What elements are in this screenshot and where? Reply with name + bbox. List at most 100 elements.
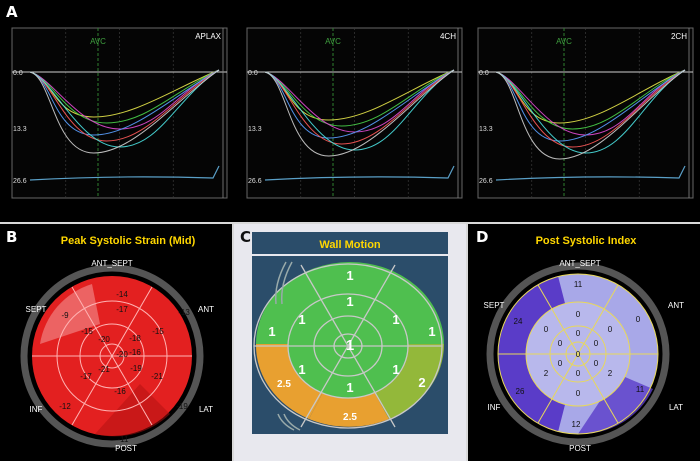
- strain-value: -9: [61, 311, 69, 320]
- psi-label-ant: ANT: [668, 301, 684, 310]
- strain-value: -21: [151, 372, 163, 381]
- strain-curve: [29, 69, 220, 148]
- psi-value: 0: [636, 315, 641, 324]
- view-label: 4CH: [440, 32, 456, 41]
- psi-value: 0: [558, 339, 563, 348]
- strain-curve: [495, 69, 686, 154]
- y-tick-label: 26.6: [13, 178, 27, 185]
- strain-curves-plots: AVC APLAX 0.0 13.3 26.6 AVC 4CH 0.0 13.3 26.6 AVC 2…: [11, 27, 694, 199]
- wm-score: 1: [346, 294, 353, 309]
- bullseye-outer-ring: [20, 264, 204, 448]
- wm-score: 1: [392, 312, 399, 327]
- wm-curve-marks-bottom: [277, 413, 301, 431]
- psi-value: 11: [636, 385, 645, 394]
- panel-a-letter: A: [6, 3, 18, 21]
- label-ant-sept: ANT_SEPT: [91, 259, 132, 268]
- psi-bullseye: Post Systolic Index ANT_SEPT SEPT ANT IN…: [484, 235, 685, 453]
- panel-c: C Wall Motion 1 1 1 2.5 2.5 2 1: [234, 224, 466, 461]
- psi-value: 0: [576, 310, 581, 319]
- strain-value: -12: [59, 402, 71, 411]
- psi-value: 0: [594, 339, 599, 348]
- bullseye-light-segment: [40, 284, 100, 344]
- panel-b-letter: B: [6, 228, 18, 246]
- panel-d: D Post Systolic Index ANT_SEPT SEPT ANT …: [468, 224, 700, 461]
- panel-b: B Peak Systolic Strain (Mid) ANT_SEPT SE…: [0, 224, 232, 461]
- strain-curve: [264, 69, 455, 133]
- wm-score: 2: [418, 375, 425, 390]
- psi-label-inf: INF: [488, 403, 501, 412]
- psi-value: 0: [576, 369, 581, 378]
- y-tick-label: 0.0: [13, 70, 23, 77]
- psi-value: 0: [544, 325, 549, 334]
- divider-horizontal: [0, 222, 700, 224]
- bullseye-grid: [32, 286, 192, 426]
- strain-value: -17: [80, 372, 92, 381]
- wm-grid: [253, 263, 443, 429]
- avc-label: AVC: [325, 37, 341, 46]
- wm-score: 1: [428, 324, 435, 339]
- strain-curve: [264, 69, 455, 139]
- drift-curve: [495, 165, 686, 181]
- strain-apex-value: -20: [116, 350, 128, 359]
- strain-value: -20: [98, 335, 110, 344]
- divider-vertical-2: [466, 222, 468, 461]
- psi-value: 0: [576, 329, 581, 338]
- psi-grid: [497, 273, 659, 435]
- strain-curve: [29, 69, 220, 124]
- psi-value: 2: [544, 369, 549, 378]
- strain-value: -21: [98, 365, 110, 374]
- y-tick-label: 0.0: [479, 70, 489, 77]
- panel-d-letter: D: [476, 228, 489, 246]
- drift-curve: [29, 165, 220, 181]
- y-tick-label: 13.3: [13, 126, 27, 133]
- strain-value: -11: [118, 435, 130, 444]
- psi-value: 0: [608, 325, 613, 334]
- wm-score: 1: [392, 362, 399, 377]
- y-tick-label: 0.0: [248, 70, 258, 77]
- label-post: POST: [115, 444, 137, 453]
- wm-score: 1: [346, 380, 353, 395]
- panel-a: A AVC APLAX 0.0 13.3 26.6 AVC 4CH 0.0 13.3 26.6 AV…: [0, 0, 700, 222]
- strain-value: -17: [116, 305, 128, 314]
- view-label: APLAX: [195, 32, 221, 41]
- strain-value: -18: [129, 334, 141, 343]
- wm-score: 1: [268, 324, 275, 339]
- wm-score: 2.5: [277, 379, 291, 390]
- wm-curve-marks-top: [274, 261, 293, 305]
- strain-curve: [29, 69, 220, 130]
- wm-score: 1: [298, 362, 305, 377]
- panel-c-title: Wall Motion: [319, 239, 381, 251]
- drift-curve: [264, 165, 455, 181]
- strain-curve: [495, 69, 686, 148]
- psi-value: 26: [516, 387, 525, 396]
- psi-value: 0: [558, 359, 563, 368]
- strain-curve: [495, 69, 686, 124]
- psi-value: 0: [576, 389, 581, 398]
- strain-value: -19: [176, 402, 188, 411]
- strain-curve: [264, 69, 455, 145]
- panel-c-letter: C: [240, 228, 252, 246]
- strain-bullseye: Peak Systolic Strain (Mid) ANT_SEPT SEPT…: [20, 235, 214, 453]
- label-sept: SEPT: [26, 305, 47, 314]
- strain-curve: [29, 69, 220, 154]
- avc-label: AVC: [90, 37, 106, 46]
- psi-label-lat: LAT: [669, 403, 683, 412]
- psi-value: 2: [608, 369, 613, 378]
- strain-curve: [264, 69, 455, 157]
- wm-score: 1: [346, 268, 353, 283]
- strain-value: -15: [81, 327, 93, 336]
- strain-value: -15: [152, 327, 164, 336]
- strain-curve: [495, 69, 686, 142]
- panel-d-title: Post Systolic Index: [536, 235, 638, 247]
- label-lat: LAT: [199, 405, 213, 414]
- psi-outer-ring: [486, 262, 670, 446]
- strain-value: -13: [178, 308, 190, 317]
- psi-label-sept: SEPT: [484, 301, 505, 310]
- strain-curve: [29, 69, 220, 142]
- psi-apex-value: 0: [576, 350, 581, 359]
- wm-score-center: 1: [346, 337, 354, 354]
- panel-b-title: Peak Systolic Strain (Mid): [61, 235, 196, 247]
- view-label: 2CH: [671, 32, 687, 41]
- strain-curve: [264, 69, 455, 151]
- strain-curve: [495, 69, 686, 160]
